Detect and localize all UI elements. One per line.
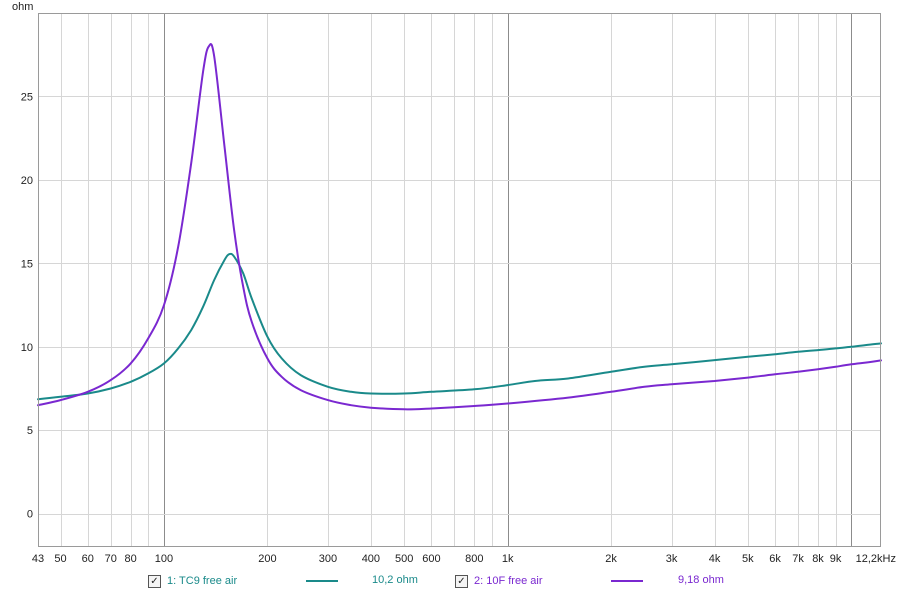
series-2-swatch xyxy=(611,580,643,582)
x-tick-label: 2k xyxy=(605,553,617,565)
grid-minor xyxy=(61,13,837,547)
series-2-value: 9,18 ohm xyxy=(678,574,724,586)
x-axis-labels: 43 50 60 70 80 100 200 300 400 500 600 800 1k 2k 3k 4k 5… xyxy=(32,553,896,565)
series-1-swatch xyxy=(306,580,338,582)
x-tick-label: 4k xyxy=(709,553,721,565)
y-axis-labels: 0 5 10 15 20 25 xyxy=(21,91,33,520)
series-line-2 xyxy=(37,43,882,411)
x-tick-label: 5k xyxy=(742,553,754,565)
grid-horizontal xyxy=(38,96,881,515)
series-line-1 xyxy=(37,252,882,401)
x-tick-label: 6k xyxy=(769,553,781,565)
x-tick-label: 300 xyxy=(319,553,337,565)
x-tick-label: 80 xyxy=(125,553,137,565)
x-tick-label: 50 xyxy=(54,553,66,565)
x-tick-label: 70 xyxy=(105,553,117,565)
x-tick-label: 600 xyxy=(422,553,440,565)
legend-item-tc9: ✓ 1: TC9 free air xyxy=(148,572,237,590)
x-tick-label: 3k xyxy=(666,553,678,565)
series-1-value: 10,2 ohm xyxy=(372,574,418,586)
x-tick-label: 9k xyxy=(830,553,842,565)
series-2-checkbox[interactable]: ✓ xyxy=(455,574,468,588)
plot-area xyxy=(38,13,881,547)
x-tick-label: 7k xyxy=(792,553,804,565)
x-tick-label: 1k xyxy=(502,553,514,565)
x-tick-label: 500 xyxy=(395,553,413,565)
x-tick-label: 60 xyxy=(82,553,94,565)
legend: ✓ 1: TC9 free air 10,2 ohm ✓ 2: 10F free… xyxy=(0,572,900,590)
y-tick-label: 15 xyxy=(21,258,33,270)
x-tick-label: 800 xyxy=(465,553,483,565)
series-1-name: 1: TC9 free air xyxy=(167,575,238,587)
legend-item-10f: ✓ 2: 10F free air xyxy=(455,572,542,590)
x-tick-label: 100 xyxy=(155,553,173,565)
x-tick-label: 200 xyxy=(258,553,276,565)
grid-major xyxy=(164,13,852,547)
y-tick-label: 10 xyxy=(21,342,33,354)
x-tick-label: 12,2kHz xyxy=(856,553,896,565)
impedance-chart: 0 5 10 15 20 25 43 50 60 70 80 100 200 300 400 500 600 8… xyxy=(12,1,896,565)
plot-border xyxy=(38,13,881,547)
x-tick-label: 400 xyxy=(362,553,380,565)
series-2-name: 2: 10F free air xyxy=(474,575,543,587)
y-tick-label: 25 xyxy=(21,91,33,103)
series-1-checkbox[interactable]: ✓ xyxy=(148,574,161,588)
x-tick-label: 8k xyxy=(812,553,824,565)
y-tick-label: 20 xyxy=(21,175,33,187)
y-tick-label: 0 xyxy=(27,509,33,521)
x-tick-label: 43 xyxy=(32,553,44,565)
y-tick-label: 5 xyxy=(27,425,33,437)
series-layer xyxy=(37,43,882,411)
y-unit-label: ohm xyxy=(12,1,33,13)
